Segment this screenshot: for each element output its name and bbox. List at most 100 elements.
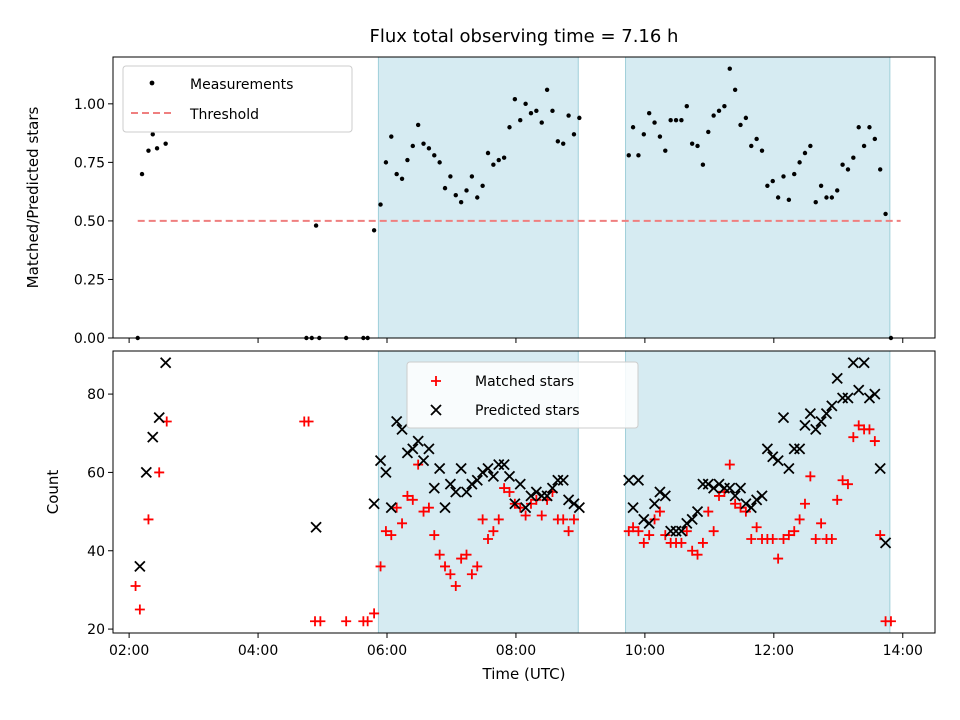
measurement-point [856,125,861,130]
measurement-point [716,108,722,114]
predicted-star-point [869,388,881,400]
measurement-point [765,183,770,188]
measurement-point [743,115,749,121]
legend-marker-predicted [430,404,442,416]
predicted-star-point [686,513,698,526]
x-tick-label: 08:00 [496,643,536,659]
matched-star-point [816,518,827,529]
measurement-point [802,150,808,156]
matched-star-point [885,616,896,627]
matched-star-point [638,537,649,548]
predicted-star-point [396,423,408,435]
predicted-star-point [745,502,757,514]
measurement-point [566,113,571,118]
measurement-point [561,141,566,146]
measurement-point [722,103,727,109]
matched-star-point [429,530,440,541]
measurement-point [405,157,410,163]
predicted-star-point [541,490,553,502]
x-tick-label: 12:00 [754,643,794,659]
y-tick-label: 1.00 [74,97,105,113]
measurement-point [507,125,512,130]
matched-star-point [515,502,526,513]
predicted-star-point [380,466,392,479]
predicted-star-point [385,502,397,514]
measurement-point [684,103,689,109]
legend-box [122,65,353,133]
matched-star-point [692,549,703,560]
predicted-star-point [740,498,752,510]
measurement-point [410,143,415,149]
predicted-star-point [450,486,462,498]
measurement-point [523,101,528,107]
matched-star-point [130,581,141,591]
matched-star-point [810,534,821,544]
matched-star-point [483,534,494,544]
predicted-star-point [767,451,779,463]
predicted-star-point [756,490,768,502]
matched-star-point [440,561,451,572]
measurement-point [371,228,377,233]
predicted-star-point [783,462,795,475]
measurement-point [786,197,792,203]
predicted-star-point [412,435,424,447]
predicted-star-point [788,443,800,455]
measurement-point [781,174,786,179]
matched-star-point [697,537,708,548]
matched-star-point [143,514,154,525]
matched-star-point [649,514,660,525]
measurement-point [775,195,781,200]
measurement-point [818,183,824,188]
matched-star-point [413,459,424,470]
measurement-point [840,162,845,167]
predicted-star-point [627,502,639,514]
measurement-point [689,141,695,146]
axes-frame [112,350,936,634]
measurement-point [146,148,151,153]
predicted-star-point [879,537,892,549]
predicted-star-point [471,474,483,486]
y-axis-label: Matched/Predicted stars [24,107,42,289]
measurement-point [544,87,550,92]
measurement-point [646,111,652,116]
matched-star-point [628,522,639,533]
measurement-point [437,160,442,165]
predicted-star-point [147,431,159,443]
matched-star-point [869,436,880,447]
predicted-star-point [632,474,645,486]
y-tick-label: 40 [87,544,105,560]
y-tick-label: 20 [87,622,105,638]
predicted-star-point [691,505,704,518]
measurement-point [867,125,872,130]
predicted-star-point [466,478,478,490]
matched-star-point [783,530,794,541]
matched-star-point [525,498,536,509]
predicted-star-point [536,490,548,502]
measurement-point [475,195,480,200]
matched-star-point [794,514,805,525]
measurement-point [700,162,706,167]
matched-star-point [848,432,859,443]
matched-star-point [303,416,314,427]
x-tick-label: 02:00 [109,643,149,659]
predicted-star-point [423,443,435,455]
predicted-star-point [493,458,505,471]
x-tick-label: 10:00 [625,643,665,659]
measurement-point [657,134,663,139]
matched-star-point [362,616,373,627]
legend-box [406,361,639,429]
predicted-star-point [557,474,569,486]
measurement-point [480,183,485,188]
measurement-point [150,132,155,137]
predicted-star-point [519,502,532,514]
predicted-star-point [530,486,542,498]
predicted-star-point [552,474,564,486]
measurement-point [878,167,883,172]
predicted-star-point [750,494,763,506]
measurement-point [415,122,421,128]
measurement-point [453,192,458,198]
legend: Measurements Threshold [122,65,353,133]
measurement-point [448,174,453,179]
measurement-point [679,118,684,123]
measurement-point [835,188,840,193]
